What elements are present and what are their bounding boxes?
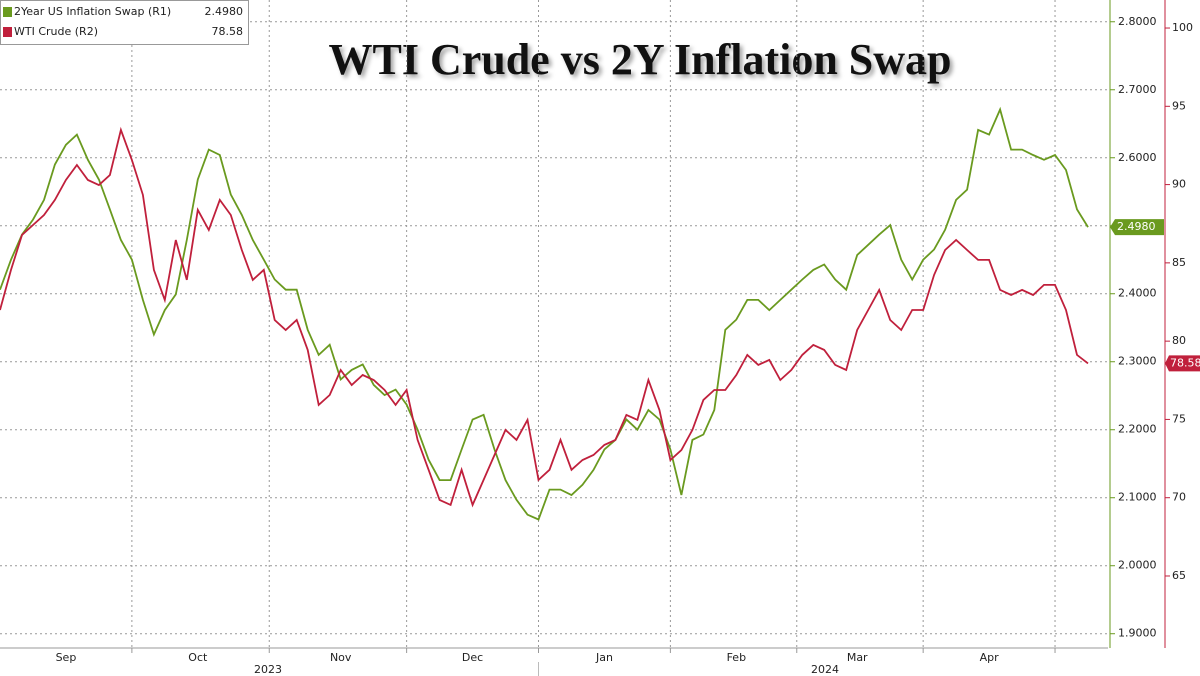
legend-swatch (3, 27, 12, 37)
x-tick-label: Nov (330, 651, 352, 664)
year-label: 2024 (811, 663, 839, 676)
y2-tick-label: 70 (1172, 491, 1186, 504)
legend-label: WTI Crude (R2) (14, 25, 98, 38)
year-label: 2023 (254, 663, 282, 676)
y-tick-label: 2.1000 (1118, 491, 1157, 504)
y2-tick-label: 85 (1172, 256, 1186, 269)
y-tick-label: 2.3000 (1118, 355, 1157, 368)
x-tick-label: Mar (847, 651, 868, 664)
y2-tick-label: 100 (1172, 21, 1193, 34)
y2-tick-label: 65 (1172, 569, 1186, 582)
x-tick-label: Sep (56, 651, 77, 664)
last-value-label: 78.58 (1170, 356, 1200, 369)
y2-tick-label: 95 (1172, 99, 1186, 112)
y-tick-label: 2.8000 (1118, 15, 1157, 28)
series-line (0, 106, 1089, 521)
x-tick-label: Dec (462, 651, 483, 664)
x-tick-label: Oct (188, 651, 208, 664)
x-tick-label: Jan (595, 651, 613, 664)
last-value-tag (1165, 355, 1200, 372)
y-tick-label: 2.7000 (1118, 83, 1157, 96)
y-tick-label: 1.9000 (1118, 627, 1157, 640)
y-tick-label: 2.4000 (1118, 287, 1157, 300)
y-tick-label: 2.6000 (1118, 151, 1157, 164)
legend-swatch (3, 7, 12, 17)
chart-title: WTI Crude vs 2Y Inflation Swap (328, 35, 951, 84)
x-tick-label: Feb (727, 651, 746, 664)
legend-value: 2.4980 (205, 5, 244, 18)
y-tick-label: 2.2000 (1118, 423, 1157, 436)
legend: 2Year US Inflation Swap (R1) 2.4980 WTI Cr… (0, 0, 249, 45)
last-value-tag (1110, 219, 1164, 236)
legend-label: 2Year US Inflation Swap (R1) (14, 5, 171, 18)
x-tick-label: Apr (980, 651, 1000, 664)
last-value-label: 2.4980 (1117, 220, 1156, 233)
y2-tick-label: 75 (1172, 412, 1186, 425)
series-line (0, 126, 1089, 508)
y-tick-label: 2.0000 (1118, 559, 1157, 572)
legend-value: 78.58 (212, 25, 244, 38)
y2-tick-label: 90 (1172, 178, 1186, 191)
legend-box (0, 0, 249, 45)
y2-tick-label: 80 (1172, 334, 1186, 347)
